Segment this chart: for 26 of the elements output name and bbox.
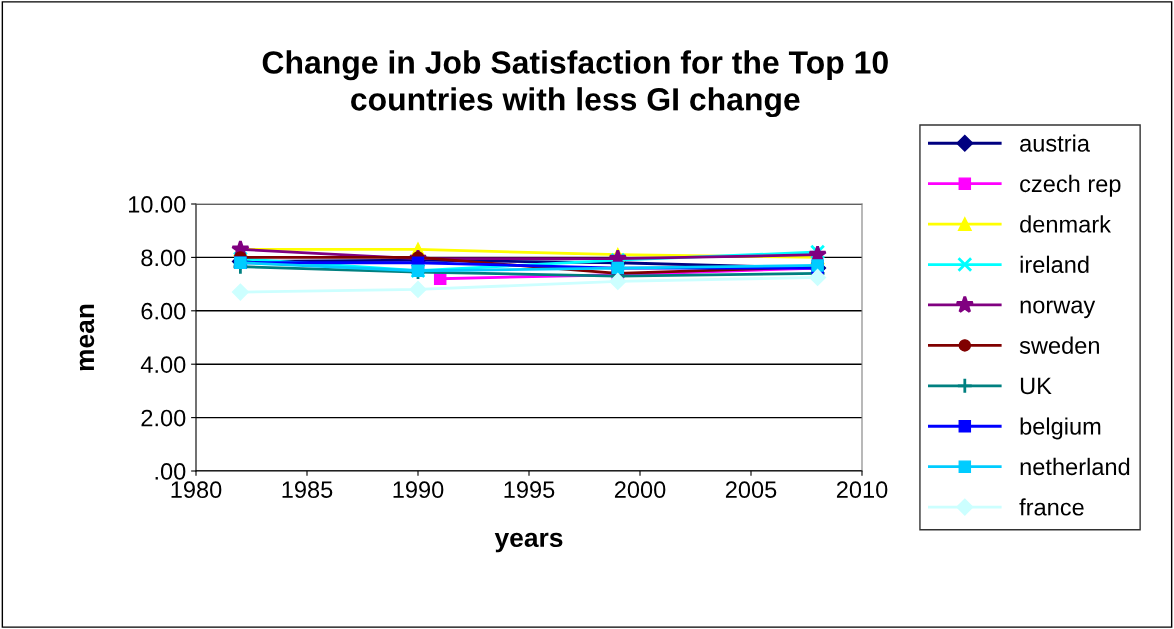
- x-tick-label: 1995: [504, 481, 555, 499]
- legend-label: UK: [1020, 377, 1052, 395]
- x-tick-label: 1980: [171, 481, 222, 499]
- x-tick-label: 2000: [614, 481, 666, 499]
- legend-label: austria: [1020, 134, 1090, 152]
- x-axis-title: years: [494, 532, 563, 553]
- y-tick-label: 10.00: [129, 196, 186, 213]
- chart-title: Change in Job Satisfaction for the Top 10 countries with less GI change: [262, 50, 888, 118]
- y-tick-label: 4.00: [140, 356, 186, 373]
- legend-label: norway: [1020, 300, 1096, 319]
- legend-label: sweden: [1019, 336, 1099, 354]
- legend-label: czech rep: [1020, 174, 1121, 197]
- y-tick-label: 6.00: [141, 302, 186, 320]
- legend-label: france: [1019, 498, 1084, 516]
- x-tick-label: 1990: [393, 481, 444, 499]
- legend-label: netherland: [1020, 457, 1130, 476]
- legend-label: ireland: [1020, 255, 1089, 274]
- legend-label: denmark: [1020, 215, 1111, 233]
- x-tick-label: 1985: [282, 481, 333, 499]
- y-tick-label: 2.00: [141, 409, 186, 427]
- y-axis-title: mean: [79, 304, 95, 371]
- x-tick-label: 2005: [725, 481, 777, 499]
- y-tick-label: 8.00: [141, 249, 186, 267]
- x-tick-label: 2010: [836, 481, 888, 499]
- y-tick-label: .00: [155, 463, 186, 480]
- legend-label: belgium: [1020, 417, 1101, 440]
